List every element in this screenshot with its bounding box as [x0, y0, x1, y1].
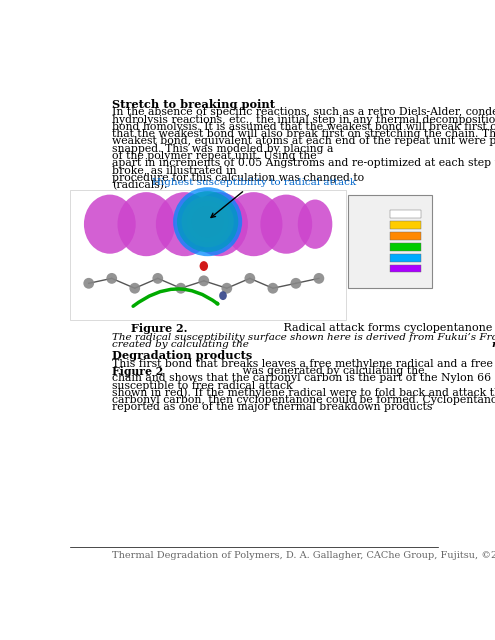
Text: weakest bond, equivalent atoms at each end of the repeat unit were pulled until : weakest bond, equivalent atoms at each e…	[112, 136, 495, 147]
Text: The radical susceptibility surface shown here is derived from Fukui’s Frontier D: The radical susceptibility surface shown…	[112, 333, 495, 342]
Text: 0.003: 0.003	[353, 222, 374, 228]
Text: that the weakest bond will also break first on stretching the chain. Thus, to id: that the weakest bond will also break fi…	[112, 129, 495, 139]
Bar	[390, 221, 421, 229]
Ellipse shape	[245, 273, 255, 284]
Ellipse shape	[219, 291, 227, 300]
Bar	[347, 195, 432, 288]
Text: susceptible to free radical attack: susceptible to free radical attack	[112, 381, 293, 390]
FancyArrowPatch shape	[133, 289, 218, 306]
Ellipse shape	[260, 195, 312, 253]
Text: 0.001: 0.001	[353, 266, 374, 271]
Ellipse shape	[221, 283, 232, 294]
Text: 0.005: 0.005	[353, 211, 374, 218]
Text: Highest susceptibility to radical attack: Highest susceptibility to radical attack	[151, 178, 356, 218]
Bar	[69, 189, 438, 320]
Text: hydrolysis reactions, etc., the initial step in any thermal decomposition is lik: hydrolysis reactions, etc., the initial …	[112, 115, 495, 125]
Ellipse shape	[182, 196, 234, 247]
Text: apart in increments of 0.05 Angstroms and re-optimized at each step until the ch: apart in increments of 0.05 Angstroms an…	[112, 158, 495, 168]
Bar	[390, 243, 421, 251]
Text: (radicals).: (radicals).	[112, 180, 167, 191]
Text: Radical attack forms cyclopentanone: Radical attack forms cyclopentanone	[280, 323, 493, 333]
Ellipse shape	[83, 278, 94, 289]
Text: radical susceptibility: radical susceptibility	[493, 340, 495, 349]
Ellipse shape	[291, 278, 301, 289]
Text: 0.002: 0.002	[353, 244, 374, 250]
Ellipse shape	[175, 283, 186, 294]
Ellipse shape	[173, 188, 242, 256]
Text: of the polymer repeat unit. Using the: of the polymer repeat unit. Using the	[112, 151, 320, 161]
Ellipse shape	[298, 200, 332, 249]
Text: was generated by calculating the: was generated by calculating the	[239, 366, 428, 376]
Ellipse shape	[152, 273, 163, 284]
Ellipse shape	[177, 191, 239, 252]
Text: procedure for this calculation was changed to: procedure for this calculation was chang…	[112, 173, 367, 183]
Ellipse shape	[84, 195, 136, 253]
Ellipse shape	[156, 192, 213, 256]
Ellipse shape	[129, 283, 140, 294]
Text: This first bond that breaks leaves a free methylene radical and a free carbonyl : This first bond that breaks leaves a fre…	[112, 359, 495, 369]
Ellipse shape	[199, 261, 208, 271]
Text: reported as one of the major thermal breakdown products: reported as one of the major thermal bre…	[112, 403, 432, 413]
Text: bond homolysis. It is assumed that the weakest bond will break first on heating,: bond homolysis. It is assumed that the w…	[112, 122, 495, 132]
Ellipse shape	[198, 275, 209, 286]
Bar	[390, 264, 421, 273]
Text: shown in red). If the methylene radical were to fold back and attack this suscep: shown in red). If the methylene radical …	[112, 388, 495, 399]
Text: chain and shows that the carbonyl carbon is the part of the Nylon 66 chain that : chain and shows that the carbonyl carbon…	[112, 373, 495, 383]
Bar	[390, 211, 421, 218]
Text: Stretch to breaking point: Stretch to breaking point	[112, 99, 275, 110]
Text: 0.001: 0.001	[353, 255, 374, 260]
Text: Figure 2: Figure 2	[112, 366, 163, 377]
Text: Figure 2.: Figure 2.	[131, 323, 188, 333]
Ellipse shape	[117, 192, 175, 256]
Bar	[390, 232, 421, 240]
Text: snapped. This was modeled by placing a: snapped. This was modeled by placing a	[112, 144, 337, 154]
Text: created by calculating the: created by calculating the	[112, 340, 252, 349]
Ellipse shape	[313, 273, 324, 284]
Bar	[69, 189, 346, 320]
Ellipse shape	[225, 192, 283, 256]
Bar	[390, 253, 421, 262]
Ellipse shape	[191, 192, 248, 256]
Text: 0.002: 0.002	[353, 233, 374, 239]
Text: In the absence of specific reactions, such as a retro Diels-Alder, condensation : In the absence of specific reactions, su…	[112, 108, 495, 117]
Text: Thermal Degradation of Polymers, D. A. Gallagher, CAChe Group, Fujitsu, ©2002   : Thermal Degradation of Polymers, D. A. G…	[112, 551, 495, 560]
Text: Surface Legend: Surface Legend	[351, 197, 419, 206]
Ellipse shape	[187, 201, 229, 243]
Text: broke, as illustrated in: broke, as illustrated in	[112, 166, 240, 175]
Text: carbonyl carbon, then cyclopentanone could be formed. Cyclopentanone is, indeed,: carbonyl carbon, then cyclopentanone cou…	[112, 395, 495, 405]
Text: Degradation products: Degradation products	[112, 351, 252, 362]
Ellipse shape	[106, 273, 117, 284]
Ellipse shape	[192, 206, 224, 237]
Ellipse shape	[267, 283, 278, 294]
